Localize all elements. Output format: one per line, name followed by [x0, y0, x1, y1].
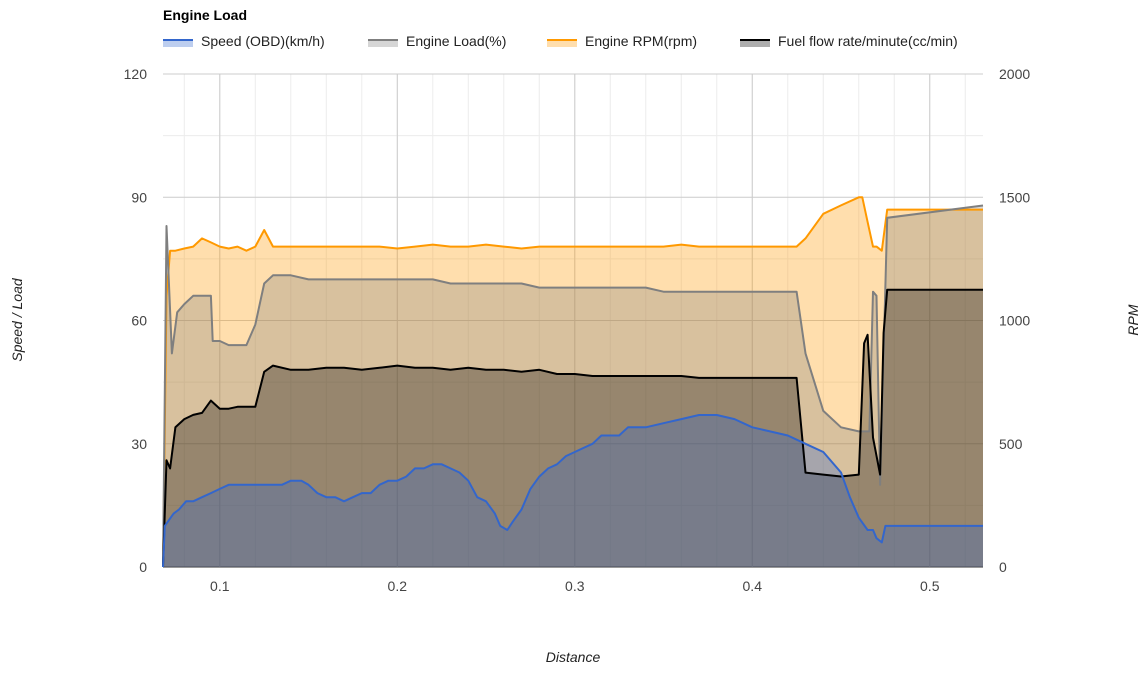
y-left-tick-label: 120 [124, 66, 148, 82]
y-right-tick-label: 1000 [999, 313, 1030, 329]
area-layer [163, 197, 983, 568]
y-left-tick-label: 60 [131, 313, 147, 329]
axis-layer: 0 30 60 90 120 0 500 1000 1500 2000 0.1 0.2 0.3 0.4 0.… [124, 66, 1031, 594]
legend-swatch-fill [368, 40, 398, 47]
legend-swatch-fill [547, 40, 577, 47]
y-right-tick-label: 2000 [999, 66, 1030, 82]
series-area [163, 197, 983, 568]
x-tick-label: 0.3 [565, 578, 585, 594]
series-area [163, 205, 983, 567]
line-layer [162, 196, 984, 568]
series-line [162, 204, 984, 568]
y-left-tick-label: 0 [139, 559, 147, 575]
y-left-tick-label: 90 [131, 189, 147, 205]
legend-swatch-fill [740, 40, 770, 47]
x-tick-label: 0.5 [920, 578, 940, 594]
series-line [162, 414, 983, 568]
legend-item[interactable]: Speed (OBD)(km/h) [163, 33, 325, 49]
series-area [163, 415, 983, 567]
legend-item[interactable]: Engine Load(%) [368, 33, 506, 49]
y-right-tick-label: 1500 [999, 189, 1030, 205]
series-line [162, 196, 983, 568]
y-right-tick-label: 500 [999, 436, 1023, 452]
series-line [162, 288, 983, 568]
series-area [163, 289, 983, 567]
legend-item[interactable]: Fuel flow rate/minute(cc/min) [740, 33, 958, 49]
legend-label: Speed (OBD)(km/h) [201, 33, 325, 49]
legend[interactable]: Speed (OBD)(km/h) Engine Load(%) Engine RP… [163, 33, 958, 49]
y-axis-label-left: Speed / Load [9, 277, 25, 362]
legend-item[interactable]: Engine RPM(rpm) [547, 33, 697, 49]
x-tick-label: 0.4 [743, 578, 763, 594]
y-axis-label-right: RPM [1125, 304, 1141, 335]
y-right-tick-label: 0 [999, 559, 1007, 575]
legend-swatch-fill [163, 40, 193, 47]
legend-label: Engine Load(%) [406, 33, 506, 49]
legend-label: Fuel flow rate/minute(cc/min) [778, 33, 958, 49]
legend-label: Engine RPM(rpm) [585, 33, 697, 49]
y-left-tick-label: 30 [131, 436, 147, 452]
x-tick-label: 0.2 [388, 578, 408, 594]
x-tick-label: 0.1 [210, 578, 230, 594]
x-axis-label: Distance [546, 649, 601, 665]
chart-title: Engine Load [163, 7, 247, 23]
grid-layer [163, 73, 983, 568]
